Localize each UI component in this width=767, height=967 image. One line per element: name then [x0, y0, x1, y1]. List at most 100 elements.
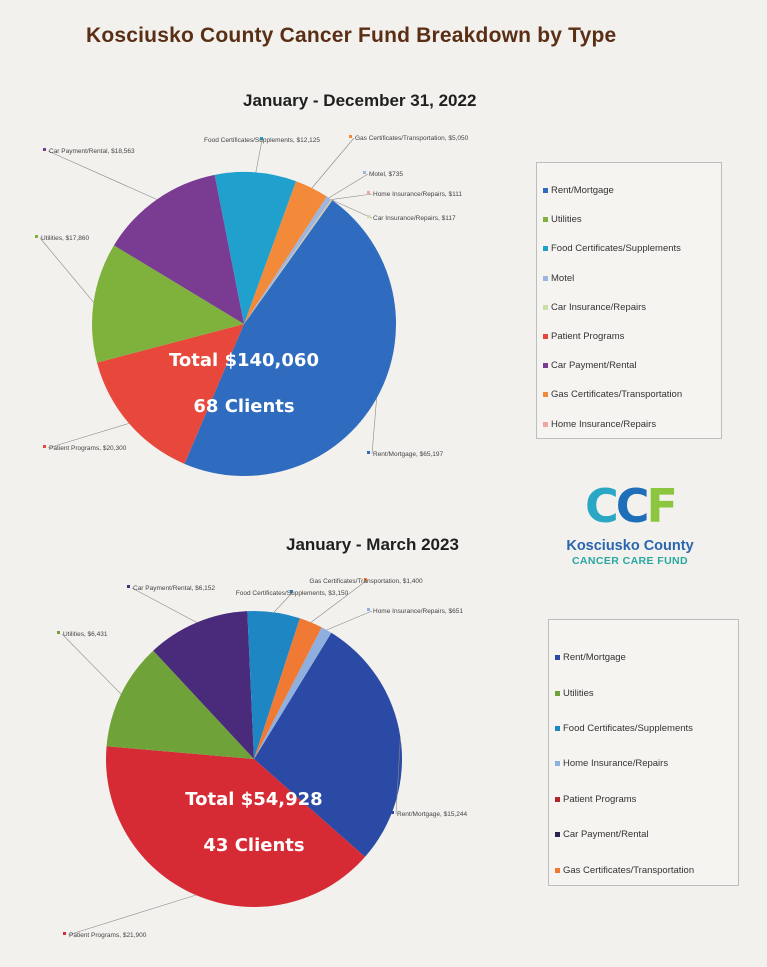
callout-bullet [363, 171, 366, 174]
legend-label: Gas Certificates/Transportation [551, 389, 683, 401]
logo-line-2: CANCER CARE FUND [571, 555, 689, 567]
slice-callout-label: Food Certificates/Supplements, $3,150 [236, 590, 349, 597]
callout-bullet [349, 135, 352, 138]
leader-line [331, 199, 373, 219]
legend-label: Motel [551, 272, 575, 284]
legend-item: Car Payment/Rental [537, 351, 721, 380]
pie-slice-1-gas-certificates-transportation [254, 618, 322, 759]
slice-callout-label: Utilities, $17,860 [41, 235, 89, 242]
legend-item: Food Certificates/Supplements [549, 711, 738, 746]
legend-swatch [543, 217, 548, 223]
legend-swatch [543, 304, 548, 310]
legend-label: Car Payment/Rental [551, 360, 637, 372]
chart-2023-title: January - March 2023 [286, 535, 459, 554]
legend-2022: Rent/Mortgage Utilities Food Certificates/… [536, 162, 722, 439]
leader-line [326, 610, 373, 631]
pie-slice-0-car-payment-rental [113, 174, 244, 324]
legend-label: Car Insurance/Repairs [551, 301, 647, 313]
slice-callout-label: Patient Programs, $21,900 [69, 932, 147, 939]
leader-line [310, 580, 367, 623]
page-title: Kosciusko County Cancer Fund Breakdown b… [86, 24, 617, 47]
pie-slice-0-rent-mortgage [184, 200, 397, 477]
slice-callout-label: Rent/Mortgage, $15,244 [397, 811, 467, 818]
legend-2023: Rent/Mortgage Utilities Food Certificates/… [548, 619, 739, 886]
legend-item: Utilities [549, 675, 738, 710]
leader-line [371, 398, 377, 455]
slice-callout-label: Car Payment/Rental, $18,563 [49, 148, 135, 155]
legend-swatch [543, 363, 548, 369]
ccf-logo: CCF Kosciusko County CANCER CARE FUND [560, 482, 700, 572]
pie-slice-0-gas-certificates-transportation [244, 181, 327, 324]
legend-swatch [543, 246, 548, 252]
legend-label: Utilities [563, 687, 594, 699]
pie-slice-0-patient-programs [97, 324, 244, 464]
pie-slice-1-food-certificates-supplements [247, 610, 300, 759]
legend-swatch [543, 421, 548, 427]
legend-label: Rent/Mortgage [563, 652, 626, 664]
legend-swatch [555, 655, 560, 661]
leader-line [39, 237, 94, 303]
slice-callout-label: Rent/Mortgage, $65,197 [373, 451, 443, 458]
logo-line-1: Kosciusko County [566, 538, 694, 554]
logo-mark: CCF [585, 479, 678, 533]
callout-bullet [43, 148, 46, 151]
legend-swatch [543, 275, 548, 281]
pie-slice-0-car-insurance-repairs [244, 199, 333, 324]
legend-label: Rent/Mortgage [551, 185, 614, 197]
pie-slice-0-home-insurance-repairs [244, 199, 332, 324]
legend-swatch [555, 832, 560, 838]
legend-label: Patient Programs [551, 331, 625, 343]
callout-bullet [391, 811, 394, 814]
pie-slice-0-utilities [91, 245, 244, 363]
client-count-label: 68 Clients [193, 396, 294, 417]
leader-line [273, 592, 293, 613]
legend-item: Rent/Mortgage [537, 176, 721, 205]
chart-2022-title: January - December 31, 2022 [243, 91, 477, 110]
leader-line [311, 137, 355, 189]
legend-item: Rent/Mortgage [549, 640, 738, 675]
legend-label: Food Certificates/Supplements [563, 722, 693, 734]
leader-line [47, 150, 158, 200]
legend-item: Car Insurance/Repairs [537, 293, 721, 322]
leader-line [328, 173, 369, 199]
pie-slice-0-food-certificates-supplements [214, 171, 297, 324]
leader-line [331, 193, 373, 200]
legend-item: Patient Programs [549, 782, 738, 817]
callout-bullet [367, 191, 370, 194]
total-amount-label: Total $140,060 [169, 350, 319, 371]
callout-bullet [57, 631, 60, 634]
callout-bullet [290, 590, 293, 593]
legend-swatch [555, 867, 560, 873]
legend-item: Patient Programs [537, 322, 721, 351]
legend-item: Gas Certificates/Transportation [549, 852, 738, 887]
legend-item: Utilities [537, 205, 721, 234]
slice-callout-label: Gas Certificates/Transportation, $1,400 [309, 578, 423, 585]
callout-bullet [260, 137, 263, 140]
legend-swatch [543, 334, 548, 340]
slice-callout-label: Gas Certificates/Transportation, $5,050 [355, 135, 469, 142]
pie-slice-1-patient-programs [106, 746, 365, 907]
leader-line [131, 587, 197, 623]
pie-slice-1-car-payment-rental [153, 611, 254, 759]
slice-callout-label: Utilities, $6,431 [63, 631, 108, 638]
leader-line [255, 139, 263, 173]
slice-callout-label: Food Certificates/Supplements, $12,125 [204, 137, 320, 144]
legend-label: Utilities [551, 214, 582, 226]
legend-item: Home Insurance/Repairs [549, 746, 738, 781]
slice-callout-label: Home Insurance/Repairs, $111 [373, 191, 462, 198]
slice-callout-label: Motel, $735 [369, 171, 403, 178]
slice-callout-label: Patient Programs, $20,300 [49, 445, 127, 452]
legend-item: Food Certificates/Supplements [537, 234, 721, 263]
callout-bullet [367, 215, 370, 218]
legend-swatch [555, 690, 560, 696]
legend-swatch [555, 761, 560, 767]
legend-swatch [543, 188, 548, 194]
slice-callout-label: Home Insurance/Repairs, $651 [373, 608, 463, 615]
client-count-label: 43 Clients [203, 835, 304, 856]
legend-label: Food Certificates/Supplements [551, 243, 681, 255]
pie-slice-0-motel [244, 196, 331, 324]
legend-item: Gas Certificates/Transportation [537, 380, 721, 409]
legend-swatch [543, 392, 548, 398]
leader-line [61, 633, 122, 695]
